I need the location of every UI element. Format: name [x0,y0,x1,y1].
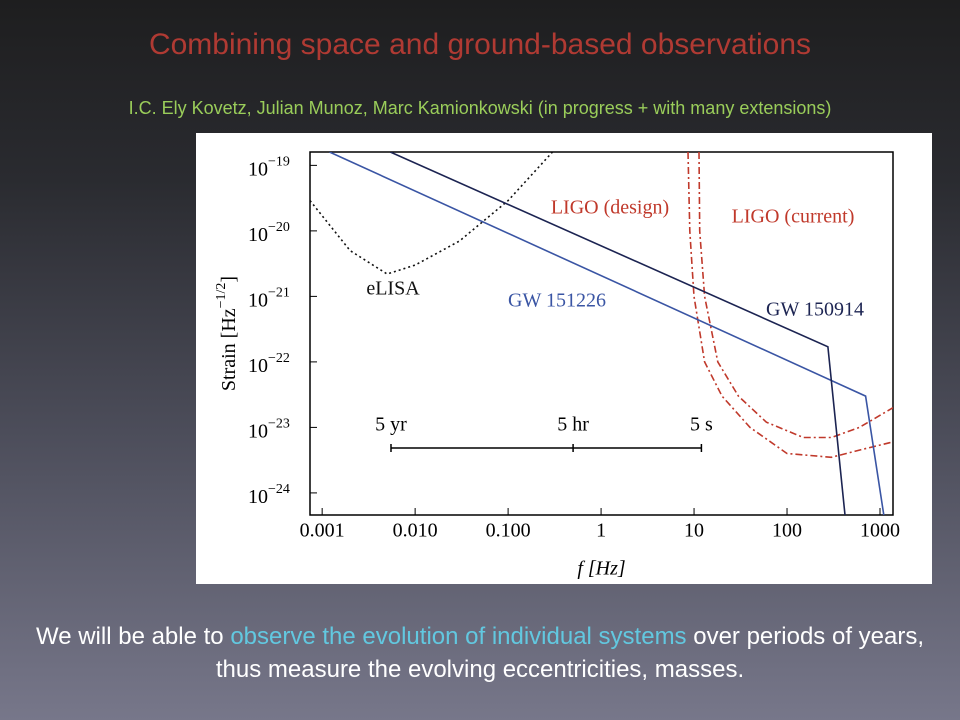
y-axis-label: Strain [Hz−1/2] [214,276,239,391]
x-tick-label: 0.001 [300,520,345,542]
footer-highlight: observe the evolution of individual syst… [230,623,687,650]
x-tick-label: 1 [596,520,606,542]
series-line [687,152,893,459]
plot-area [310,152,893,515]
series-line [329,152,885,515]
series-label: LIGO (current) [732,206,855,228]
footer-text: We will be able to observe the evolution… [15,620,945,686]
y-tick-label: 10−21 [248,286,290,311]
footer-part: over periods of years, thus measure the … [215,623,925,683]
x-tick-label: 0.100 [486,520,531,542]
timescale-label: 5 hr [557,414,589,436]
x-tick-label: 10 [684,520,704,542]
y-tick-label: 10−23 [248,417,290,442]
x-axis-label: f [Hz] [577,558,625,580]
y-tick-label: 10−24 [248,482,290,507]
y-tick-label: 10−19 [248,155,290,180]
series-line [310,152,554,275]
x-tick-label: 0.010 [393,520,438,542]
slide-title: Combining space and ground-based observa… [148,28,812,61]
series-line [389,152,846,515]
footer-part: We will be able to [35,623,231,650]
timescale-label: 5 yr [375,414,407,436]
series-label: eLISA [366,278,420,300]
timescale-label: 5 s [690,414,713,436]
series-label: GW 150914 [766,299,864,321]
chart-panel [196,133,932,584]
y-tick-label: 10−22 [248,351,290,376]
series-line [698,152,893,439]
series-label: GW 151226 [508,290,606,312]
x-tick-label: 100 [772,520,802,542]
y-tick-label: 10−20 [248,220,290,245]
series-label: LIGO (design) [551,197,669,219]
slide-subtitle: I.C. Ely Kovetz, Julian Munoz, Marc Kami… [128,98,832,118]
x-tick-label: 1000 [860,520,900,542]
